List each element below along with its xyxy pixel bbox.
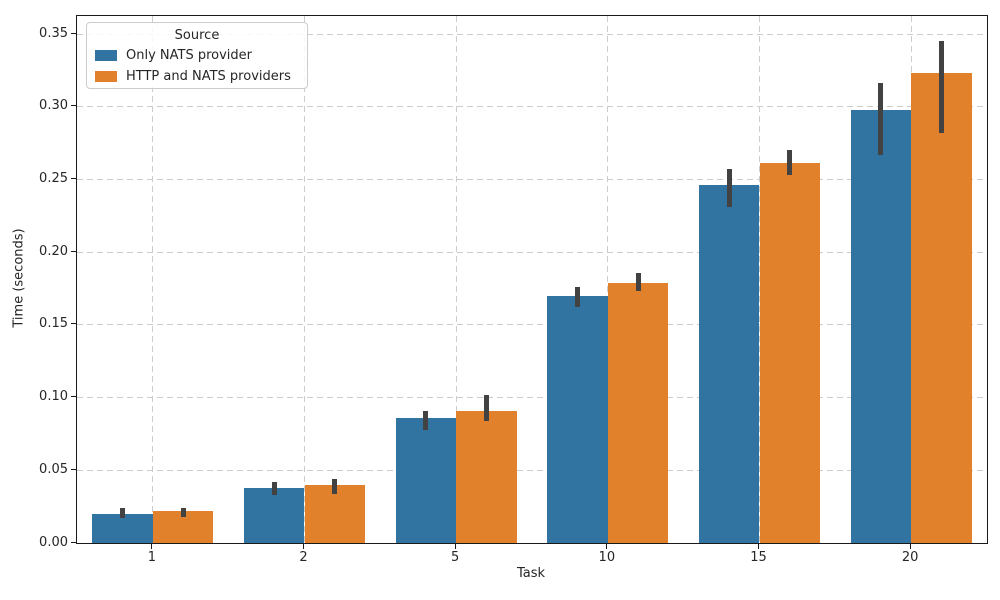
- bar-only-nats-provider-task-1: [92, 513, 153, 543]
- error-bar-only-nats-provider-task-1: [120, 508, 125, 519]
- y-tick-label-0.30: 0.30: [39, 98, 68, 114]
- error-bar-only-nats-provider-task-20: [878, 83, 884, 155]
- error-bar-http-and-nats-providers-task-10: [635, 272, 641, 292]
- gridline-y-0.35: [77, 33, 987, 35]
- bar-http-and-nats-providers-task-2: [304, 484, 366, 543]
- gridline-y-0.15: [77, 324, 987, 326]
- error-bar-http-and-nats-providers-task-20: [939, 41, 944, 133]
- y-tick-0.30: [71, 105, 76, 107]
- error-bar-http-and-nats-providers-task-15: [787, 150, 793, 176]
- y-tick-0.15: [71, 323, 76, 325]
- legend-label-http-and-nats-providers: HTTP and NATS providers: [126, 69, 291, 84]
- y-tick-0.05: [71, 468, 76, 470]
- bar-http-and-nats-providers-task-10: [607, 282, 669, 543]
- bar-http-and-nats-providers-task-20: [911, 73, 972, 543]
- bar-http-and-nats-providers-task-15: [759, 163, 821, 543]
- x-tick-1: [151, 544, 153, 549]
- gridline-x-5: [455, 16, 457, 543]
- y-tick-0.00: [71, 541, 76, 543]
- error-bar-http-and-nats-providers-task-5: [484, 394, 489, 421]
- error-bar-only-nats-provider-task-5: [423, 410, 429, 430]
- gridline-y-0.05: [77, 469, 987, 471]
- legend-item-only-nats-provider: Only NATS provider: [95, 45, 299, 66]
- bar-only-nats-provider-task-10: [547, 295, 608, 543]
- x-tick-20: [909, 544, 911, 549]
- y-axis-label: Time (seconds): [11, 228, 27, 328]
- legend-swatch-only-nats-provider: [95, 50, 117, 61]
- x-tick-label-1: 1: [147, 550, 156, 565]
- y-tick-label-0.20: 0.20: [39, 243, 68, 259]
- error-bar-http-and-nats-providers-task-2: [332, 479, 338, 494]
- error-bar-only-nats-provider-task-15: [726, 169, 732, 208]
- gridline-x-10: [607, 16, 609, 543]
- bar-only-nats-provider-task-15: [698, 185, 760, 543]
- y-tick-0.10: [71, 396, 76, 398]
- x-tick-5: [454, 544, 456, 549]
- y-tick-label-0.05: 0.05: [39, 461, 68, 477]
- y-tick-0.35: [71, 32, 76, 34]
- y-tick-label-0.25: 0.25: [39, 170, 68, 186]
- legend-item-http-and-nats-providers: HTTP and NATS providers: [95, 66, 299, 87]
- legend-items: Only NATS provider HTTP and NATS provider…: [95, 45, 299, 87]
- x-axis-label: Task: [516, 566, 546, 581]
- gridline-y-0.20: [77, 251, 987, 253]
- error-bar-http-and-nats-providers-task-1: [180, 508, 186, 517]
- x-tick-label-10: 10: [598, 550, 616, 565]
- error-bar-only-nats-provider-task-2: [271, 481, 277, 495]
- bar-only-nats-provider-task-5: [395, 417, 457, 543]
- plot-area: Source Only NATS provider HTTP and NATS p…: [76, 15, 988, 544]
- legend-swatch-http-and-nats-providers: [95, 71, 117, 82]
- x-tick-label-15: 15: [750, 550, 767, 565]
- legend: Source Only NATS provider HTTP and NATS p…: [86, 22, 308, 89]
- bar-only-nats-provider-task-20: [850, 109, 912, 543]
- x-tick-label-5: 5: [451, 550, 460, 565]
- x-tick-2: [303, 544, 304, 549]
- x-tick-label-20: 20: [901, 550, 919, 565]
- x-tick-10: [606, 544, 608, 549]
- x-tick-label-2: 2: [299, 550, 308, 565]
- y-tick-label-0.35: 0.35: [39, 25, 68, 41]
- y-tick-label-0.10: 0.10: [39, 389, 68, 405]
- gridline-x-1: [152, 16, 154, 543]
- gridline-y-0.10: [77, 397, 987, 399]
- gridline-x-2: [304, 16, 305, 543]
- bar-only-nats-provider-task-2: [243, 487, 305, 543]
- y-tick-0.20: [71, 250, 76, 252]
- legend-title: Source: [174, 28, 220, 43]
- y-tick-0.25: [71, 177, 76, 179]
- gridline-y-0.30: [77, 106, 987, 108]
- y-tick-label-0.15: 0.15: [39, 316, 68, 332]
- x-tick-15: [758, 544, 759, 549]
- error-bar-only-nats-provider-task-10: [575, 287, 580, 308]
- bar-http-and-nats-providers-task-5: [456, 410, 517, 543]
- y-tick-label-0.00: 0.00: [39, 534, 68, 550]
- gridline-y-0.25: [77, 178, 987, 180]
- legend-label-only-nats-provider: Only NATS provider: [126, 48, 253, 63]
